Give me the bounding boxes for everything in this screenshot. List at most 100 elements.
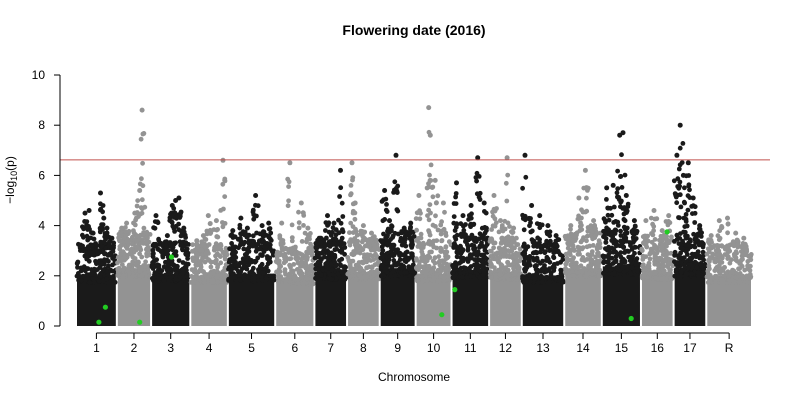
peak-snp-point [620,130,626,136]
snp-point [253,258,259,264]
snp-point [701,262,706,268]
snp-point [215,264,220,270]
snp-point [202,241,208,247]
snp-point [327,272,333,277]
snp-point [140,131,146,137]
snp-point [477,244,482,250]
snp-point [160,251,166,257]
snp-point [366,257,371,263]
chromosome-17-points [671,122,708,326]
snp-point [488,269,493,275]
y-axis-label-suffix: (p) [3,156,17,171]
snp-point [542,249,548,255]
snp-point [173,214,179,220]
snp-point [133,247,139,253]
snp-point [204,231,210,237]
snp-point [318,272,324,278]
snp-point [320,250,326,256]
highlighted-snp [628,315,634,322]
snp-point [438,268,444,274]
peak-snp-point [651,208,657,213]
snp-point [719,224,724,229]
snp-point [562,234,568,240]
snp-point [383,260,389,266]
snp-point [683,212,689,217]
snp-point [105,272,111,278]
snp-point [226,259,232,265]
peak-snp-point [416,193,422,198]
snp-point [610,249,616,255]
snp-point [433,213,438,219]
snp-point [231,255,237,261]
peak-snp-point [401,225,407,231]
snp-point [528,220,533,226]
snp-point [340,229,346,235]
snp-point [106,263,111,269]
snp-point [407,229,413,235]
snp-point [502,246,507,252]
snp-point [700,241,706,247]
snp-point [744,246,749,252]
snp-point [678,269,684,275]
snp-point [476,257,481,262]
snp-point [610,231,615,237]
snp-point [436,254,442,259]
snp-point [564,259,570,264]
snp-point [358,245,364,251]
snp-point [652,259,657,264]
snp-point [679,160,685,166]
peak-snp-point [733,230,739,236]
snp-point [458,270,463,276]
snp-point [575,216,581,222]
snp-point [183,264,189,270]
snp-point [590,243,596,248]
snp-point [522,251,528,256]
peak-snp-point [631,218,637,224]
snp-point [359,229,365,234]
snp-point [468,273,474,279]
snp-point [601,260,606,266]
snp-point [677,145,683,151]
snp-point [305,255,310,260]
snp-point [220,224,226,230]
peak-snp-point [124,220,130,226]
snp-point [569,247,575,253]
snp-point [416,262,422,268]
y-axis-label: −log10(p) [3,156,19,204]
highlighted-snp [439,312,445,318]
snp-point [715,248,721,253]
snp-point [207,227,213,233]
snp-point [327,239,333,244]
snp-point [249,259,254,265]
snp-point [134,203,140,209]
snp-point [551,254,556,260]
snp-point [242,239,248,245]
snp-point [169,219,175,225]
snp-point [340,214,346,219]
snp-point [695,249,701,255]
snp-point [425,267,431,273]
snp-point [463,232,468,238]
snp-point [192,274,198,279]
snp-point [338,220,344,226]
snp-point [262,266,267,272]
snp-point [582,209,588,215]
snp-point [208,264,214,270]
peak-snp-point [316,235,322,241]
snp-point [596,273,602,279]
snp-point [615,186,621,192]
snp-point [721,265,727,270]
snp-point [688,238,693,244]
snp-point [601,270,607,276]
snp-point [147,232,153,237]
snp-point [597,269,602,275]
snp-point [100,227,105,232]
snp-point [507,224,512,229]
snp-point [629,265,635,270]
snp-point [262,245,268,251]
peak-snp-point [93,248,99,254]
peak-snp-point [331,220,337,226]
snp-point [288,256,294,261]
snp-point [641,262,646,268]
snp-point [427,172,432,178]
